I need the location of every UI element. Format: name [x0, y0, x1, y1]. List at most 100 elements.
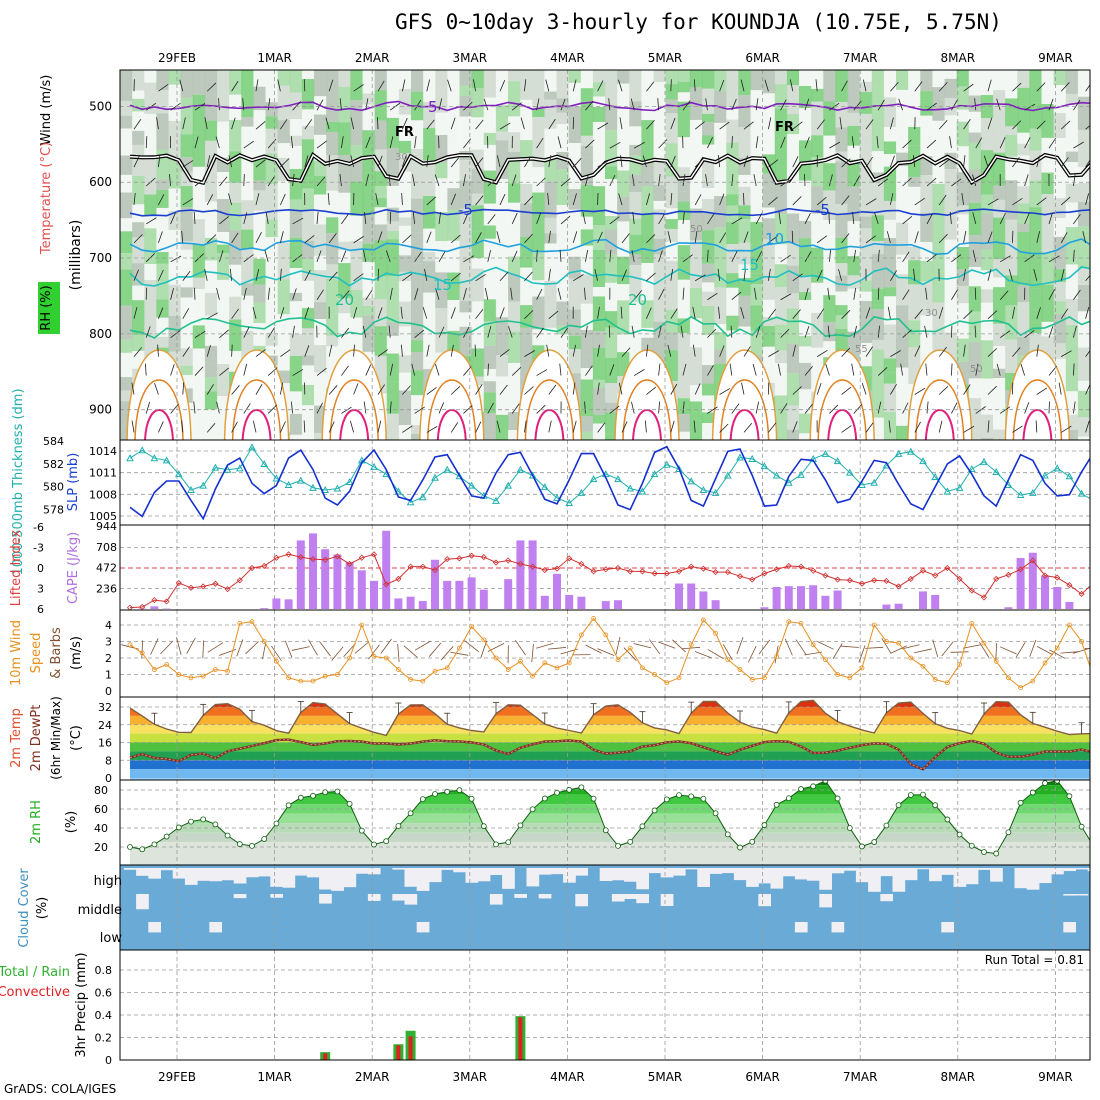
rh-cell [398, 70, 412, 89]
rh-cell [508, 132, 522, 153]
wind-barb [925, 363, 928, 376]
wind-barb [804, 251, 812, 263]
rh-cell [265, 102, 279, 117]
rh-cell [301, 70, 315, 80]
rh-cell [568, 309, 582, 336]
rh-cell [556, 301, 570, 326]
slp-point [418, 493, 427, 501]
rh-cell [120, 192, 134, 219]
wind-barb [206, 82, 217, 92]
rh-cell [932, 87, 946, 121]
rh-cell [447, 70, 461, 80]
rh-cell [920, 241, 934, 261]
rh-cell [944, 78, 958, 98]
rh-point [310, 792, 316, 799]
rh-cell [277, 346, 291, 371]
wind-speed-point [200, 673, 206, 679]
rh-cell [774, 324, 788, 351]
rh-cell [120, 253, 134, 270]
wind-barb [243, 326, 250, 338]
wind-barb [839, 117, 842, 130]
cloud-cell [819, 894, 832, 908]
temperature-contour-25 [1012, 379, 1063, 440]
lifted-index-point [212, 580, 219, 587]
rh-cell [568, 278, 582, 310]
wind-speed-point [408, 677, 414, 682]
cape-bar [382, 530, 391, 609]
lifted-index-point [639, 568, 646, 575]
wind-speed-point [359, 622, 365, 628]
wind-barb [841, 80, 848, 92]
rh-cell [156, 189, 170, 208]
wind-barb [316, 250, 322, 262]
rh-point [1091, 844, 1096, 849]
thickness-slp-plot [120, 440, 1090, 525]
wind-barb [996, 363, 1001, 376]
rh-cell [471, 117, 485, 150]
wind-barb [877, 367, 888, 376]
cloud-cell [929, 868, 942, 882]
lifted-index-point [1054, 574, 1061, 581]
wind-barb [216, 401, 220, 414]
lifted-index-point [248, 564, 256, 572]
wind-speed-point [969, 620, 975, 626]
rh-cell [871, 385, 885, 418]
rh-cell [993, 346, 1007, 369]
rh-cell [714, 70, 728, 92]
wind-barb [411, 363, 415, 376]
wind-barb [206, 155, 211, 168]
temperature-tick-label: 8 [105, 754, 112, 767]
cloud-cell [685, 868, 698, 870]
rh-cell [144, 264, 158, 281]
rh-cell [689, 176, 703, 209]
rh-cell [980, 437, 994, 440]
rh-point [480, 823, 487, 830]
rh-cell [556, 254, 570, 293]
rh-cell [580, 330, 594, 357]
rh-cell [301, 177, 315, 189]
rh-cell [714, 287, 728, 325]
rh-cell [811, 135, 825, 158]
rh-cell [1077, 150, 1090, 168]
rh-cell [386, 439, 400, 440]
cloud-cell [843, 868, 857, 871]
rh-cell [168, 120, 182, 158]
rh-cell [1005, 275, 1019, 306]
isotherm-10 [129, 238, 1090, 256]
rh-cell [483, 144, 497, 171]
rh-cell [592, 121, 606, 155]
rh-cell [1077, 182, 1090, 202]
rh-cell [495, 302, 509, 318]
rh-cell [374, 90, 388, 121]
rh-cell [495, 105, 509, 132]
wind-barb [804, 288, 809, 300]
rh-cell [204, 409, 218, 430]
wind-barb [865, 307, 871, 319]
rh-cell [811, 282, 825, 313]
wind-barb [1060, 269, 1065, 281]
wind-barb [314, 439, 316, 440]
contour-label: 15 [740, 256, 759, 274]
rh-cell [811, 101, 825, 136]
wind-barb [1085, 125, 1090, 130]
rh-cell [580, 145, 594, 158]
rh-cell [508, 152, 522, 161]
rh-cell [350, 181, 364, 216]
wind-speed-point [1067, 622, 1072, 628]
cape-bar [711, 600, 720, 609]
rh-cell [362, 215, 376, 244]
rh-cell [241, 283, 255, 296]
wind-barb [704, 439, 705, 440]
wind-barb [499, 80, 506, 92]
wind-barb-10m [658, 641, 676, 649]
cloud-cell [892, 868, 906, 892]
wind-barb [339, 174, 342, 187]
rh-cell [314, 255, 328, 271]
rh-cell [471, 88, 485, 118]
rh-cell [314, 114, 328, 135]
cloud-cell [367, 868, 381, 875]
wind-barb [524, 79, 527, 92]
rh-cell [544, 281, 558, 304]
rh-cell [1041, 284, 1055, 322]
wind-barb [133, 192, 136, 205]
